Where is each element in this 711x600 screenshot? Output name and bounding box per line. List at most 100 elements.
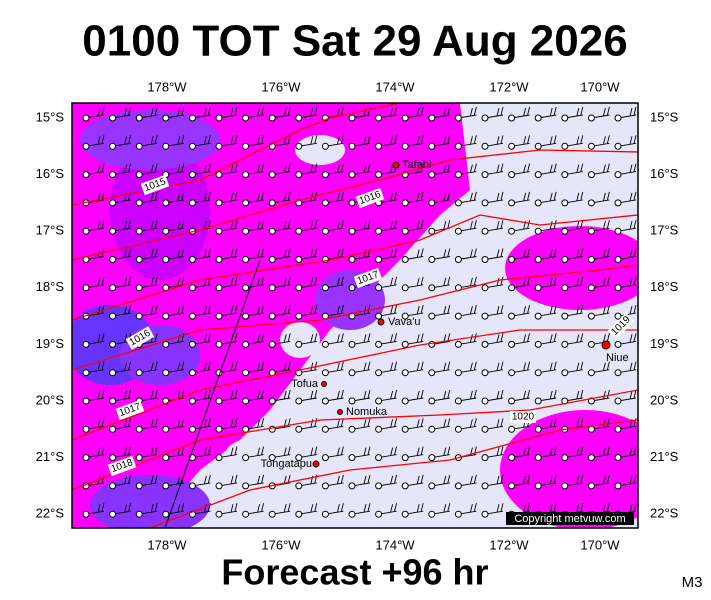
station (82, 340, 90, 348)
station (454, 256, 462, 263)
station (242, 284, 250, 292)
station (454, 397, 462, 405)
station (162, 510, 170, 518)
station (82, 369, 90, 377)
station (534, 369, 542, 377)
station (587, 256, 595, 263)
station (109, 425, 117, 433)
station (188, 284, 196, 292)
lon-label: 178°W (147, 79, 187, 94)
lon-label: 172°W (489, 537, 529, 552)
station (534, 340, 542, 348)
station (401, 256, 409, 263)
station (242, 510, 250, 518)
isobar-label-bg (107, 455, 137, 477)
station (614, 425, 622, 433)
place-label: Tofua (291, 378, 319, 390)
isobar-label-text: 1020 (512, 412, 535, 423)
station (428, 397, 436, 405)
station (561, 482, 569, 490)
station (295, 312, 303, 320)
station (162, 369, 170, 377)
station (321, 425, 329, 433)
station (321, 199, 329, 207)
station (508, 114, 516, 122)
station (348, 510, 356, 518)
station (242, 482, 250, 490)
station (135, 256, 143, 263)
station (614, 397, 622, 405)
station (162, 454, 170, 462)
lat-label: 22°S (650, 506, 679, 521)
lon-label: 170°W (580, 537, 620, 552)
station (587, 425, 595, 433)
station (561, 199, 569, 207)
station (375, 397, 383, 405)
station (508, 482, 516, 490)
station (587, 142, 595, 150)
station (348, 369, 356, 377)
station (454, 199, 462, 207)
station (375, 510, 383, 518)
station (321, 284, 329, 292)
station (587, 171, 595, 179)
station (268, 510, 276, 518)
station (215, 171, 223, 179)
station (508, 284, 516, 292)
station (454, 340, 462, 348)
station (614, 171, 622, 179)
station (401, 340, 409, 348)
station (321, 482, 329, 490)
station (188, 312, 196, 320)
station (428, 482, 436, 490)
lon-label: 176°W (261, 537, 301, 552)
station (268, 397, 276, 405)
station (534, 454, 542, 462)
lon-label: 170°W (580, 79, 620, 94)
station (135, 454, 143, 462)
station (375, 284, 383, 292)
station (215, 312, 223, 320)
station (561, 454, 569, 462)
station (295, 425, 303, 433)
station (401, 284, 409, 292)
station (268, 454, 276, 462)
station (454, 171, 462, 179)
copyright-bg (506, 512, 634, 525)
station (534, 142, 542, 150)
station (321, 369, 329, 377)
station (534, 199, 542, 207)
station (375, 312, 383, 320)
station (135, 171, 143, 179)
station (162, 114, 170, 122)
station (295, 114, 303, 122)
station (188, 171, 196, 179)
station (135, 199, 143, 207)
station (82, 114, 90, 122)
station (295, 397, 303, 405)
station (428, 227, 436, 235)
station (428, 312, 436, 320)
station (401, 142, 409, 150)
station (508, 227, 516, 235)
station (481, 312, 489, 320)
station (82, 454, 90, 462)
station (481, 482, 489, 490)
station (348, 340, 356, 348)
station (375, 256, 383, 263)
lat-label: 19°S (36, 336, 65, 351)
station (109, 171, 117, 179)
lat-label: 20°S (650, 392, 679, 407)
station (109, 199, 117, 207)
station (481, 340, 489, 348)
lat-label: 21°S (650, 449, 679, 464)
station (188, 199, 196, 207)
station (508, 454, 516, 462)
lat-label: 22°S (36, 506, 65, 521)
station (401, 510, 409, 518)
station (348, 227, 356, 235)
station (215, 256, 223, 263)
station (561, 114, 569, 122)
station (401, 369, 409, 377)
station (454, 227, 462, 235)
